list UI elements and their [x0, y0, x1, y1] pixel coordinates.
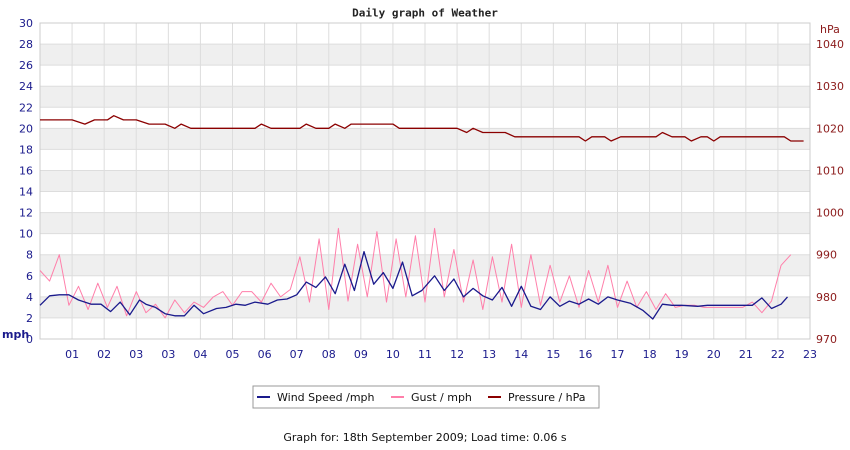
right-tick-label: 990: [816, 249, 837, 262]
x-tick-label: 03: [129, 348, 143, 361]
x-tick-label: 17: [611, 348, 625, 361]
x-tick-label: 23: [803, 348, 817, 361]
x-tick-label: 20: [707, 348, 721, 361]
left-tick-label: 10: [19, 228, 33, 241]
left-tick-label: 6: [26, 270, 33, 283]
plot-frame: [39, 22, 811, 340]
x-tick-label: 03: [161, 348, 175, 361]
right-tick-label: 970: [816, 333, 837, 346]
x-tick-label: 15: [546, 348, 560, 361]
right-axis-ticks: 970 980 990 1000 1010 1020 1030 1040: [816, 38, 844, 346]
x-tick-label: 08: [322, 348, 336, 361]
legend-item-gust: Gust / mph: [391, 391, 472, 404]
x-tick-label: 05: [226, 348, 240, 361]
x-tick-label: 01: [65, 348, 79, 361]
legend-swatch-wind: [257, 396, 270, 398]
right-tick-label: 1030: [816, 80, 844, 93]
left-tick-label: 18: [19, 143, 33, 156]
legend-swatch-pressure: [488, 396, 501, 398]
series-layer: [39, 115, 804, 320]
left-tick-label: 14: [19, 186, 33, 199]
right-tick-label: 1040: [816, 38, 844, 51]
x-tick-label: 22: [771, 348, 785, 361]
left-tick-label: 16: [19, 164, 33, 177]
x-tick-label: 16: [578, 348, 592, 361]
legend-item-pressure: Pressure / hPa: [488, 391, 586, 404]
left-tick-label: 8: [26, 249, 33, 262]
left-tick-label: 22: [19, 101, 33, 114]
left-axis-unit: mph: [2, 328, 29, 341]
x-tick-label: 02: [97, 348, 111, 361]
legend-box: [252, 385, 600, 409]
legend-item-wind: Wind Speed /mph: [257, 391, 375, 404]
x-tick-label: 04: [193, 348, 207, 361]
left-tick-label: 20: [19, 122, 33, 135]
right-tick-label: 1020: [816, 122, 844, 135]
legend-label-pressure: Pressure / hPa: [508, 391, 586, 404]
left-tick-label: 12: [19, 207, 33, 220]
series-line-gust: [39, 227, 792, 319]
x-tick-label: 09: [354, 348, 368, 361]
series-line-pressure: [40, 115, 804, 142]
x-axis-ticks: 01 02 03 03 04 05 06 07 08 09 10 11 12 13 14 15 16 17 18 19…: [65, 348, 817, 361]
left-tick-label: 26: [19, 59, 33, 72]
left-tick-label: 28: [19, 38, 33, 51]
chart-title: Daily graph of Weather: [352, 7, 498, 20]
x-tick-label: 06: [258, 348, 272, 361]
left-tick-label: 4: [26, 291, 33, 304]
right-axis-unit: hPa: [820, 23, 840, 36]
x-tick-label: 12: [450, 348, 464, 361]
x-tick-label: 13: [482, 348, 496, 361]
legend-label-gust: Gust / mph: [411, 391, 472, 404]
left-tick-label: 0: [26, 333, 33, 346]
legend-swatch-gust: [391, 396, 404, 398]
series-line-wind: [39, 250, 788, 320]
x-tick-label: 19: [675, 348, 689, 361]
x-tick-label: 10: [386, 348, 400, 361]
x-tick-label: 21: [739, 348, 753, 361]
footer-prefix: Graph for:: [283, 431, 343, 444]
right-tick-label: 1010: [816, 164, 844, 177]
footer-date: 18th September 2009: [342, 431, 464, 444]
grid-lines: [39, 22, 811, 340]
x-tick-label: 14: [514, 348, 528, 361]
legend-label-wind: Wind Speed /mph: [277, 391, 375, 404]
left-tick-label: 2: [26, 312, 33, 325]
right-tick-label: 980: [816, 291, 837, 304]
footer-load-time: ; Load time: 0.06 s: [463, 431, 567, 444]
x-tick-label: 07: [290, 348, 304, 361]
left-tick-label: 24: [19, 80, 33, 93]
footer-caption: Graph for: 18th September 2009; Load tim…: [0, 431, 850, 444]
right-tick-label: 1000: [816, 207, 844, 220]
x-tick-label: 18: [643, 348, 657, 361]
x-tick-label: 11: [418, 348, 432, 361]
left-tick-label: 30: [19, 17, 33, 30]
